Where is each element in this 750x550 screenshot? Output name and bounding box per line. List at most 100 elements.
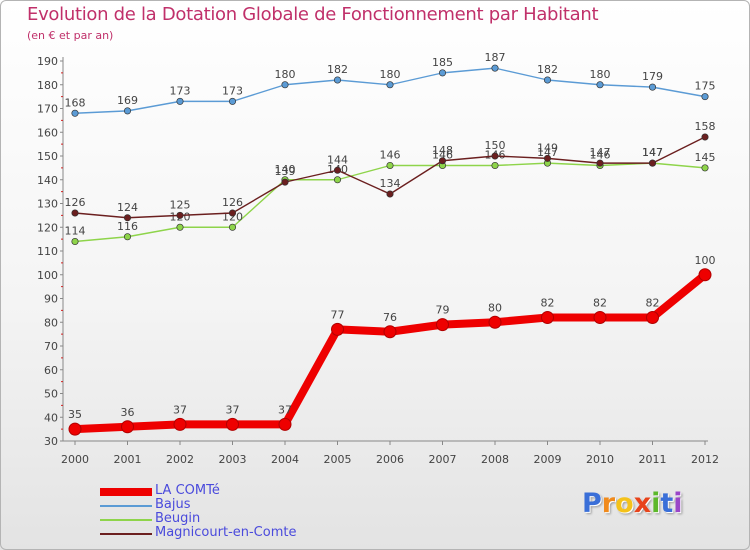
data-point — [438, 69, 447, 77]
data-label: 180 — [275, 68, 296, 81]
data-point — [436, 318, 449, 332]
data-point — [226, 417, 239, 431]
legend-label: Bajus — [155, 497, 191, 512]
y-tick-label: 60 — [44, 364, 58, 377]
data-point — [228, 97, 237, 105]
y-tick-label: 180 — [37, 79, 58, 92]
data-point — [491, 152, 499, 160]
legend-swatch — [100, 488, 152, 496]
data-label: 37 — [278, 403, 292, 416]
data-point — [333, 166, 342, 174]
data-point — [278, 417, 292, 431]
data-label: 79 — [436, 304, 450, 317]
data-point — [596, 159, 604, 167]
y-tick-label: 190 — [37, 55, 58, 68]
data-point — [333, 76, 342, 84]
data-label: 77 — [331, 308, 345, 321]
data-label: 180 — [590, 68, 611, 81]
logo-letter: r — [601, 488, 616, 519]
data-point — [281, 81, 289, 89]
x-tick-label: 2004 — [271, 453, 299, 466]
data-point — [386, 81, 394, 89]
data-point — [228, 223, 237, 231]
data-label: 179 — [642, 70, 663, 83]
data-point — [173, 417, 187, 431]
data-label: 158 — [695, 120, 716, 133]
data-point — [228, 209, 237, 217]
data-label: 37 — [226, 403, 240, 416]
data-point — [596, 81, 604, 89]
legend-swatch — [100, 505, 152, 507]
data-label: 173 — [170, 84, 191, 97]
data-label: 148 — [432, 144, 453, 157]
x-tick-label: 2009 — [534, 453, 562, 466]
data-label: 182 — [537, 63, 558, 76]
y-tick-label: 40 — [44, 411, 58, 424]
legend-item: Magnicourt-en-Comte — [100, 525, 360, 541]
legend-swatch — [100, 519, 152, 521]
y-tick-label: 70 — [44, 340, 58, 353]
data-point — [488, 315, 502, 329]
legend-item: LA COMTé — [100, 483, 360, 499]
data-label: 146 — [590, 149, 611, 162]
data-label: 147 — [642, 146, 663, 159]
data-label: 145 — [695, 151, 716, 164]
data-point — [701, 164, 709, 172]
data-point — [593, 311, 607, 324]
logo-letter: P — [582, 488, 602, 519]
data-label: 168 — [65, 96, 86, 109]
y-tick-label: 90 — [44, 293, 58, 306]
data-label: 116 — [117, 220, 138, 233]
data-point — [123, 214, 132, 222]
data-label: 82 — [541, 297, 555, 310]
data-point — [383, 325, 397, 339]
data-point — [176, 223, 184, 231]
y-tick-label: 110 — [37, 245, 58, 258]
data-point — [123, 107, 132, 115]
x-tick-label: 2005 — [324, 453, 352, 466]
legend-item: Bajus — [100, 497, 360, 513]
data-point — [438, 157, 447, 165]
data-label: 175 — [695, 80, 716, 93]
data-label: 100 — [695, 254, 716, 267]
data-label: 173 — [222, 84, 243, 97]
x-tick-label: 2000 — [61, 453, 89, 466]
data-point — [71, 209, 79, 217]
data-point — [121, 420, 134, 434]
data-label: 139 — [275, 165, 296, 178]
data-label: 180 — [380, 68, 401, 81]
y-tick-label: 50 — [44, 388, 58, 401]
series-line-0 — [71, 270, 709, 434]
data-point — [281, 178, 289, 186]
y-tick-label: 170 — [37, 103, 58, 116]
x-tick-label: 2001 — [114, 453, 142, 466]
y-tick-label: 80 — [44, 316, 58, 329]
data-label: 146 — [380, 149, 401, 162]
logo-letter: i — [651, 488, 661, 519]
data-point — [543, 154, 552, 162]
chart-subtitle: (en € et par an) — [27, 29, 114, 42]
data-label: 146 — [432, 149, 453, 162]
x-tick-label: 2012 — [691, 453, 719, 466]
y-tick-label: 100 — [37, 269, 58, 282]
x-tick-label: 2011 — [639, 453, 667, 466]
data-label: 150 — [485, 139, 506, 152]
legend-swatch — [100, 533, 152, 535]
y-tick-label: 30 — [44, 435, 58, 448]
logo-letter: i — [673, 488, 683, 519]
x-tick-label: 2010 — [586, 453, 614, 466]
data-point — [68, 422, 82, 436]
data-point — [648, 83, 657, 91]
logo-letter: x — [633, 488, 652, 519]
y-tick-label: 120 — [37, 221, 58, 234]
data-label: 80 — [488, 301, 502, 314]
data-label: 147 — [642, 146, 663, 159]
data-label: 134 — [380, 177, 401, 190]
data-point — [123, 233, 132, 241]
legend-label: Magnicourt-en-Comte — [155, 525, 297, 540]
x-tick-label: 2008 — [481, 453, 509, 466]
data-label: 125 — [170, 198, 191, 211]
data-point — [698, 268, 712, 282]
data-point — [491, 161, 499, 170]
